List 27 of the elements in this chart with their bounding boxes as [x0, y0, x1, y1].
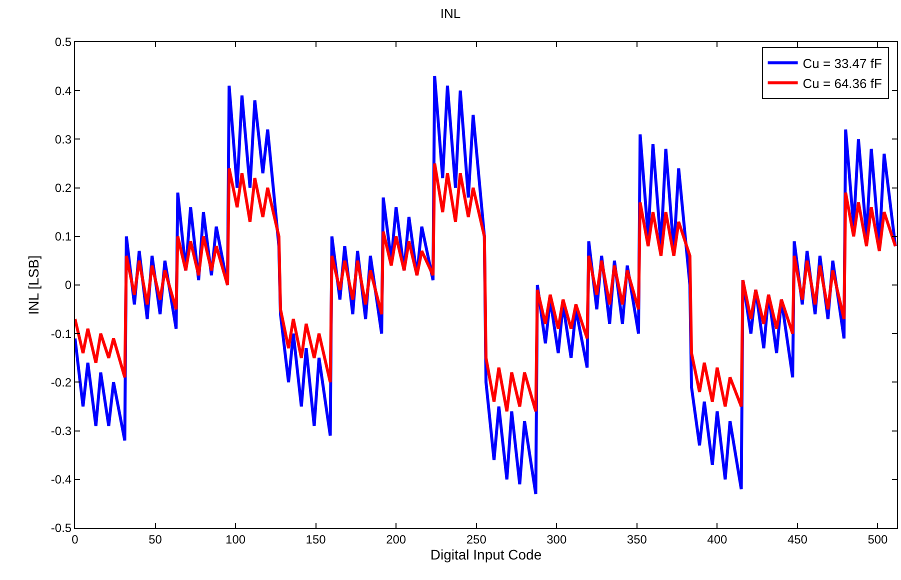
- y-tick-label: 0.4: [54, 84, 72, 98]
- x-tick-label: 150: [306, 532, 326, 546]
- chart-title: INL: [440, 6, 461, 21]
- legend-label: Cu = 64.36 fF: [802, 76, 882, 91]
- legend-label: Cu = 33.47 fF: [802, 56, 882, 71]
- x-tick-label: 300: [546, 532, 567, 546]
- y-tick-label: -0.5: [50, 521, 72, 536]
- x-tick-label: 250: [466, 532, 487, 546]
- y-tick-label: 0: [64, 278, 72, 292]
- y-tick-label: -0.4: [50, 472, 72, 487]
- y-tick-label: -0.2: [50, 375, 72, 390]
- x-tick-label: 200: [386, 532, 406, 546]
- x-tick-label: 100: [226, 532, 246, 546]
- x-axis-title: Digital Input Code: [430, 546, 542, 563]
- x-tick-label: 400: [707, 532, 728, 546]
- y-tick-label: 0.5: [54, 35, 72, 50]
- y-tick-label: 0.3: [54, 132, 72, 146]
- y-tick-label: -0.3: [50, 424, 72, 438]
- x-tick-label: 50: [148, 532, 162, 546]
- y-tick-label: 0.2: [54, 181, 72, 195]
- x-tick-label: 500: [868, 532, 888, 546]
- x-tick-label: 450: [787, 532, 808, 546]
- line-series: [75, 162, 897, 413]
- y-tick-label: -0.1: [50, 326, 72, 341]
- y-tick-label: 0.1: [54, 230, 72, 244]
- x-tick-label: 350: [626, 532, 648, 546]
- y-axis-title: INL [LSB]: [26, 255, 42, 315]
